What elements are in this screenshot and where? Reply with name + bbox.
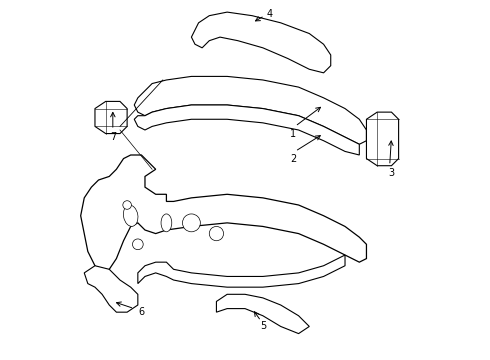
- Polygon shape: [192, 12, 331, 73]
- Circle shape: [123, 201, 131, 209]
- Polygon shape: [95, 102, 127, 134]
- Text: 1: 1: [290, 129, 296, 139]
- Text: 5: 5: [260, 321, 266, 332]
- Circle shape: [182, 214, 200, 232]
- Polygon shape: [134, 105, 359, 155]
- Polygon shape: [138, 255, 345, 287]
- Polygon shape: [367, 112, 398, 166]
- Text: 7: 7: [110, 132, 116, 142]
- Polygon shape: [81, 155, 367, 273]
- Circle shape: [132, 239, 143, 249]
- Polygon shape: [84, 266, 138, 312]
- Text: 3: 3: [389, 168, 394, 178]
- Polygon shape: [217, 294, 309, 334]
- Text: 2: 2: [290, 154, 296, 163]
- Ellipse shape: [161, 214, 172, 232]
- Text: 6: 6: [138, 307, 145, 317]
- Text: 4: 4: [267, 9, 273, 19]
- Ellipse shape: [123, 205, 138, 226]
- Polygon shape: [134, 76, 367, 144]
- Circle shape: [209, 226, 223, 241]
